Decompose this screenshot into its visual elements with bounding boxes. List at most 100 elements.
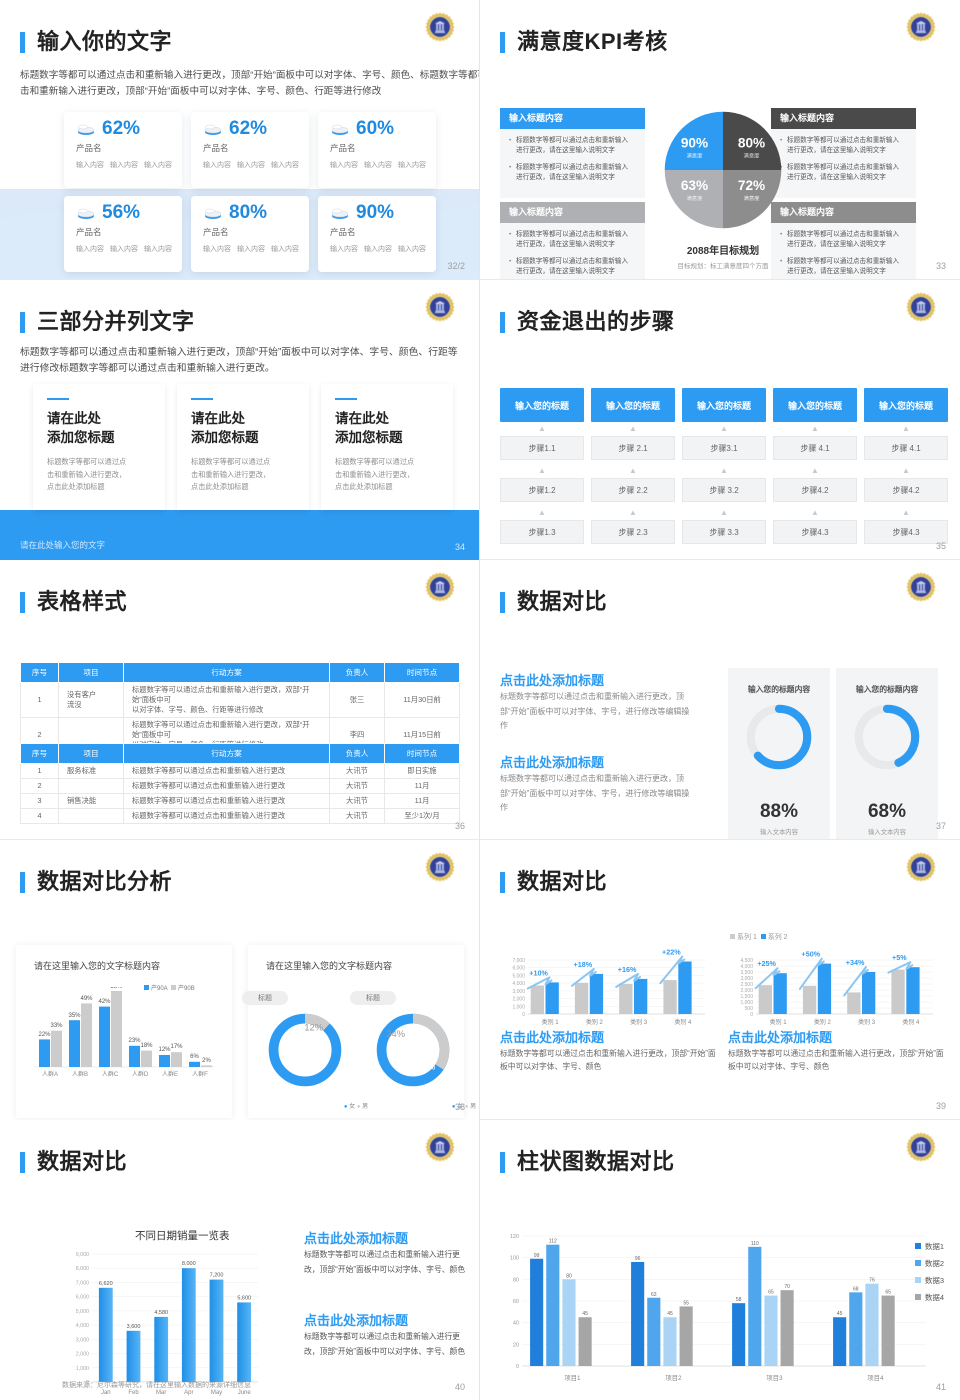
svg-text:65%: 65% — [417, 1062, 436, 1072]
svg-text:22%: 22% — [38, 1032, 51, 1038]
svg-text:Feb: Feb — [128, 1390, 139, 1396]
svg-text:类别 1: 类别 1 — [770, 1018, 788, 1026]
svg-text:2,000: 2,000 — [76, 1352, 89, 1358]
svg-text:人群D: 人群D — [132, 1070, 149, 1078]
svg-text:49%: 49% — [80, 996, 93, 1002]
svg-text:类别 4: 类别 4 — [674, 1018, 692, 1026]
svg-text:6,000: 6,000 — [76, 1295, 89, 1301]
svg-text:68: 68 — [853, 1286, 859, 1292]
svg-text:120: 120 — [510, 1234, 519, 1240]
svg-text:12%: 12% — [158, 1047, 171, 1053]
svg-text:3,000: 3,000 — [76, 1337, 89, 1343]
svg-text:人群C: 人群C — [102, 1070, 119, 1078]
svg-text:类别 2: 类别 2 — [586, 1018, 604, 1026]
svg-text:June: June — [238, 1390, 252, 1396]
svg-text:45: 45 — [667, 1311, 673, 1317]
svg-text:类别 3: 类别 3 — [630, 1018, 648, 1026]
svg-text:70: 70 — [784, 1284, 790, 1290]
svg-text:5,000: 5,000 — [512, 973, 525, 979]
svg-text:+34%: +34% — [846, 958, 865, 967]
svg-text:6,000: 6,000 — [512, 966, 525, 972]
svg-text:人群E: 人群E — [162, 1070, 178, 1078]
svg-text:0: 0 — [522, 1012, 525, 1018]
svg-text:6%: 6% — [190, 1054, 199, 1060]
svg-text:72%: 72% — [738, 178, 765, 193]
svg-text:0: 0 — [516, 1364, 519, 1370]
svg-text:2%: 2% — [202, 1058, 211, 1064]
svg-text:Jan: Jan — [101, 1390, 111, 1396]
svg-text:人群A: 人群A — [42, 1070, 58, 1078]
svg-text:9,000: 9,000 — [76, 1252, 89, 1258]
svg-text:99: 99 — [534, 1253, 540, 1259]
svg-text:满意度: 满意度 — [686, 194, 703, 202]
svg-text:55: 55 — [683, 1300, 689, 1306]
svg-text:+18%: +18% — [574, 960, 593, 969]
svg-text:23%: 23% — [128, 1038, 141, 1044]
svg-text:项目1: 项目1 — [564, 1374, 581, 1382]
svg-text:项目4: 项目4 — [867, 1374, 884, 1382]
svg-text:人群F: 人群F — [192, 1070, 208, 1078]
svg-text:5,000: 5,000 — [76, 1309, 89, 1315]
svg-text:110: 110 — [751, 1241, 759, 1247]
svg-text:40: 40 — [513, 1321, 519, 1327]
svg-text:1,000: 1,000 — [76, 1366, 89, 1372]
svg-text:人群B: 人群B — [72, 1070, 88, 1078]
svg-text:5,600: 5,600 — [237, 1295, 251, 1301]
svg-text:58%: 58% — [110, 987, 123, 990]
svg-text:45: 45 — [582, 1311, 588, 1317]
svg-text:类别 1: 类别 1 — [542, 1018, 560, 1026]
svg-text:Apr: Apr — [184, 1390, 193, 1396]
svg-text:满意度: 满意度 — [744, 152, 761, 160]
svg-text:42%: 42% — [98, 999, 111, 1005]
svg-text:85%: 85% — [296, 1062, 315, 1072]
svg-text:类别 2: 类别 2 — [814, 1018, 832, 1026]
svg-text:96: 96 — [635, 1256, 641, 1262]
svg-text:+5%: +5% — [892, 953, 907, 962]
svg-text:7,200: 7,200 — [210, 1273, 224, 1279]
svg-text:4,000: 4,000 — [512, 981, 525, 987]
svg-text:7,000: 7,000 — [512, 958, 525, 964]
svg-text:项目3: 项目3 — [766, 1374, 783, 1382]
svg-text:76: 76 — [869, 1278, 875, 1284]
svg-text:112: 112 — [549, 1239, 557, 1245]
svg-text:17%: 17% — [170, 1044, 183, 1050]
svg-text:34%: 34% — [386, 1029, 405, 1039]
svg-text:20: 20 — [513, 1342, 519, 1348]
svg-text:May: May — [211, 1390, 222, 1396]
svg-text:12%: 12% — [304, 1023, 323, 1033]
svg-text:4,000: 4,000 — [76, 1323, 89, 1329]
svg-text:18%: 18% — [140, 1043, 153, 1049]
svg-text:3,000: 3,000 — [512, 989, 525, 995]
svg-text:+50%: +50% — [802, 950, 821, 959]
svg-text:60: 60 — [513, 1299, 519, 1305]
svg-text:35%: 35% — [68, 1013, 81, 1019]
svg-text:45: 45 — [837, 1311, 843, 1317]
svg-text:项目2: 项目2 — [665, 1374, 682, 1382]
svg-text:8,000: 8,000 — [182, 1261, 196, 1267]
svg-text:80%: 80% — [738, 136, 765, 151]
svg-text:+16%: +16% — [618, 965, 637, 974]
svg-text:+10%: +10% — [529, 968, 548, 977]
svg-text:+25%: +25% — [757, 959, 776, 968]
svg-text:58: 58 — [736, 1297, 742, 1303]
svg-text:80: 80 — [513, 1277, 519, 1283]
svg-text:0: 0 — [750, 1012, 753, 1018]
svg-text:90%: 90% — [681, 136, 708, 151]
svg-text:65: 65 — [885, 1290, 891, 1296]
svg-text:6,620: 6,620 — [99, 1281, 113, 1287]
svg-text:满意度: 满意度 — [744, 194, 761, 202]
svg-text:80: 80 — [566, 1273, 572, 1279]
svg-text:63%: 63% — [681, 178, 708, 193]
svg-text:1,000: 1,000 — [512, 1004, 525, 1010]
svg-text:类别 4: 类别 4 — [902, 1018, 920, 1026]
svg-text:63: 63 — [651, 1292, 657, 1298]
svg-text:33%: 33% — [50, 1023, 63, 1029]
svg-text:65: 65 — [768, 1290, 774, 1296]
svg-text:Mar: Mar — [156, 1390, 166, 1396]
svg-text:3,600: 3,600 — [127, 1324, 141, 1330]
svg-text:8,000: 8,000 — [76, 1266, 89, 1272]
svg-text:100: 100 — [510, 1256, 519, 1262]
svg-text:7,000: 7,000 — [76, 1280, 89, 1286]
svg-text:+22%: +22% — [662, 948, 681, 957]
svg-text:2,000: 2,000 — [512, 997, 525, 1003]
